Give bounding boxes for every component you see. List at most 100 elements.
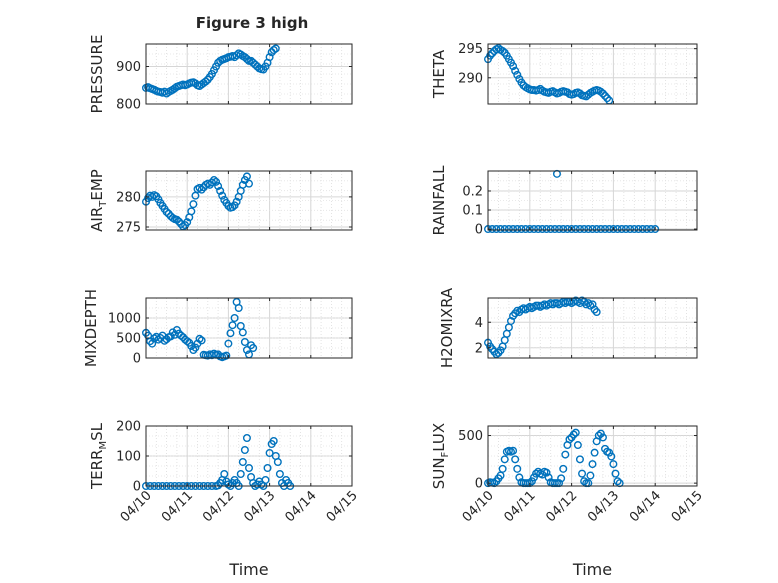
data-point	[197, 336, 206, 345]
data-point	[513, 225, 522, 234]
data-point	[509, 62, 518, 71]
data-point	[571, 428, 580, 437]
data-point	[189, 200, 198, 209]
data-point	[166, 332, 175, 341]
markers-pressure	[141, 44, 280, 98]
data-point	[513, 464, 522, 473]
markers-air_temp	[141, 172, 253, 231]
data-point	[496, 225, 505, 234]
y-axis-label: RAINFALL	[430, 165, 448, 236]
data-point	[261, 476, 270, 485]
data-point	[232, 197, 241, 206]
data-point	[561, 450, 570, 459]
panel-rainfall: 0 0.1 0.2 RAINFALL	[430, 165, 698, 238]
y-tick-label: 0	[133, 480, 141, 495]
data-point	[575, 455, 584, 464]
data-point	[555, 225, 564, 234]
data-point	[214, 481, 223, 490]
data-point	[621, 225, 630, 234]
data-point	[263, 464, 272, 473]
y-tick-label: 0	[475, 477, 483, 492]
data-point	[563, 225, 572, 234]
data-point	[504, 225, 513, 234]
data-point	[515, 473, 524, 482]
gridlines	[145, 298, 353, 359]
data-point	[177, 331, 186, 340]
axes-box	[487, 425, 698, 487]
panel-theta: 290 295 THETA	[430, 42, 698, 105]
data-point	[592, 225, 601, 234]
data-point	[592, 308, 601, 317]
data-point	[224, 339, 233, 348]
data-point	[162, 207, 171, 216]
data-point	[565, 435, 574, 444]
data-point	[228, 203, 237, 212]
gridlines	[487, 426, 698, 486]
data-point	[588, 460, 597, 469]
data-point	[534, 225, 543, 234]
y-tick-label: 200	[116, 420, 141, 435]
data-point	[550, 225, 559, 234]
data-point	[240, 446, 249, 455]
data-point	[559, 225, 568, 234]
data-point	[626, 225, 635, 234]
data-point	[590, 448, 599, 457]
data-point	[230, 314, 239, 323]
data-point	[594, 431, 603, 440]
data-point	[638, 225, 647, 234]
data-point	[242, 55, 251, 64]
x-axis-label: Time	[572, 560, 612, 579]
data-point	[647, 225, 656, 234]
data-point	[567, 225, 576, 234]
data-point	[609, 225, 618, 234]
data-point	[605, 225, 614, 234]
data-point	[220, 470, 229, 479]
y-tick-label: 0	[133, 352, 141, 367]
data-point	[172, 215, 181, 224]
data-point	[183, 218, 192, 227]
markers-rainfall	[484, 169, 660, 234]
y-axis-label: AIRTEMP	[88, 169, 109, 232]
y-tick-label: 500	[116, 332, 141, 347]
data-point	[265, 449, 274, 458]
axes-box	[487, 297, 698, 359]
data-point	[257, 480, 266, 489]
data-point	[509, 446, 518, 455]
data-point	[195, 183, 204, 192]
data-point	[170, 84, 179, 93]
axes-box	[145, 43, 353, 105]
data-point	[611, 469, 620, 478]
data-point	[575, 225, 584, 234]
data-point	[578, 469, 587, 478]
data-point	[488, 49, 497, 58]
data-point	[498, 46, 507, 55]
data-point	[513, 70, 522, 79]
y-tick-label: 1000	[108, 312, 141, 327]
data-point	[509, 225, 518, 234]
data-point	[187, 207, 196, 216]
data-point	[216, 186, 225, 195]
data-point	[214, 182, 223, 191]
data-point	[598, 433, 607, 442]
y-tick-label: 100	[116, 450, 141, 465]
data-point	[269, 46, 278, 55]
panel-mixdepth: 0 500 1000 MIXDEPTH	[82, 289, 353, 367]
panel-air_temp: 275 280 AIRTEMP	[88, 169, 353, 235]
data-point	[234, 304, 243, 313]
y-axis-label: H2OMIXRA	[438, 287, 456, 368]
y-tick-label: 295	[458, 42, 483, 57]
data-point	[201, 77, 210, 86]
data-point	[271, 44, 280, 53]
markers-h2omixra	[484, 296, 601, 359]
data-point	[191, 343, 200, 352]
data-point	[249, 344, 258, 353]
data-point	[609, 460, 618, 469]
data-point	[607, 452, 616, 461]
panel-pressure: 800 900 PRESSURE	[88, 35, 353, 113]
y-tick-label: 0	[475, 223, 483, 238]
data-point	[511, 455, 520, 464]
data-point	[580, 477, 589, 486]
data-point	[496, 346, 505, 355]
data-point	[183, 337, 192, 346]
